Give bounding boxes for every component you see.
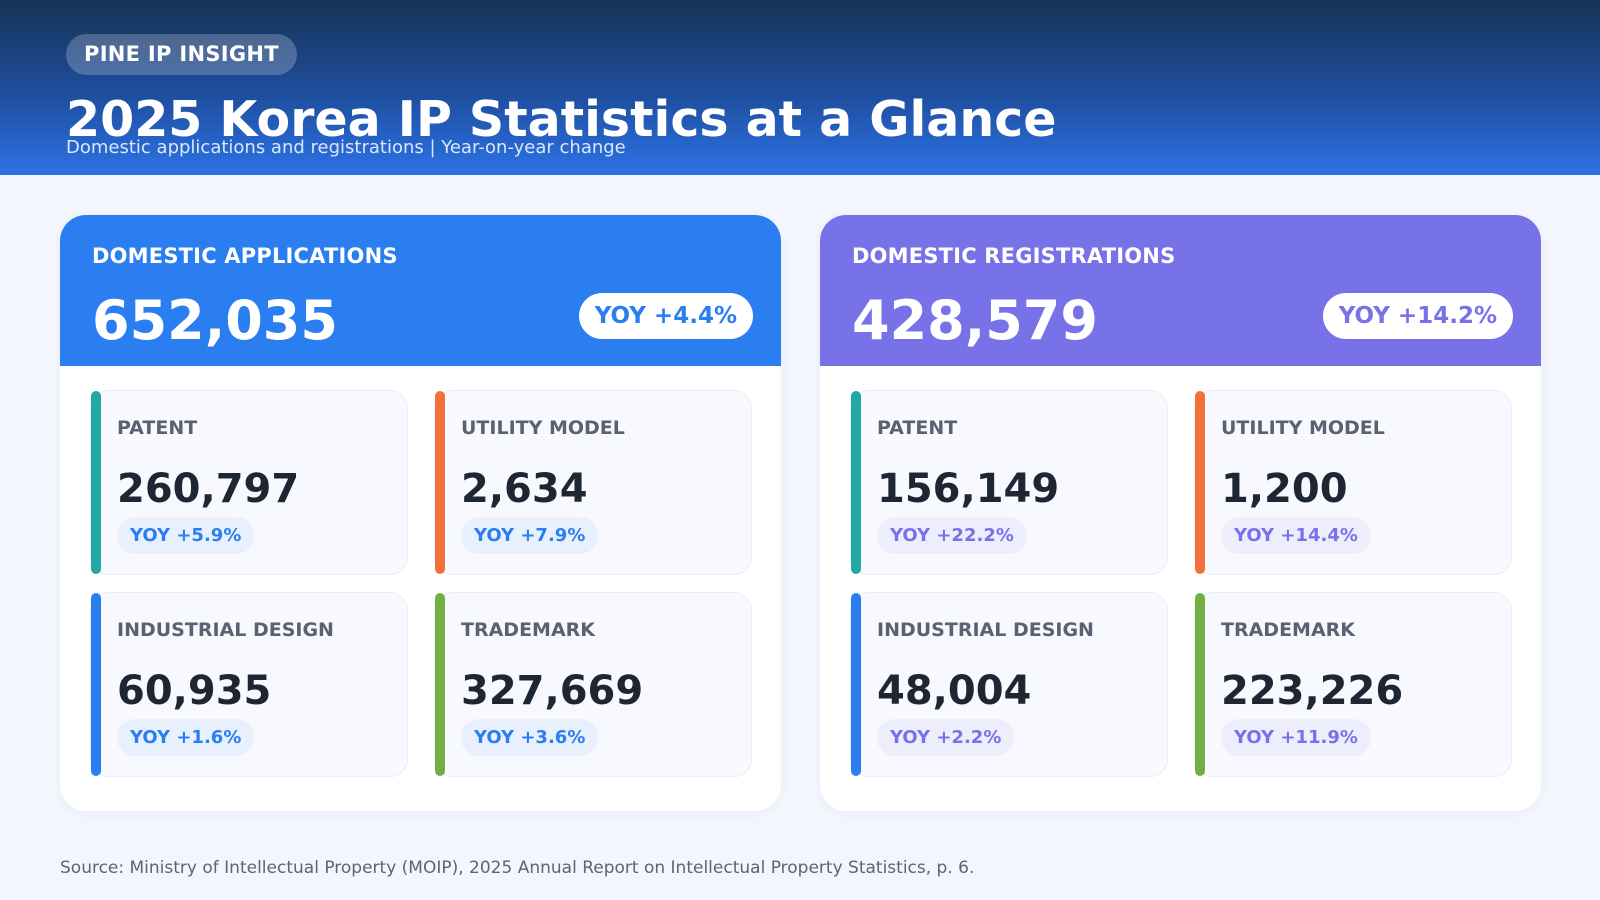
- registrations-yoy-badge: YOY +14.2%: [1322, 293, 1513, 339]
- registrations-utility-card: UTILITY MODEL 1,200 YOY +14.4%: [1194, 390, 1512, 575]
- applications-design-card: INDUSTRIAL DESIGN 60,935 YOY +1.6%: [90, 592, 408, 777]
- page-title: 2025 Korea IP Statistics at a Glance: [66, 91, 1057, 148]
- registrations-total: 428,579: [852, 289, 1098, 352]
- registrations-trademark-card: TRADEMARK 223,226 YOY +11.9%: [1194, 592, 1512, 777]
- design-color-bar: [91, 593, 101, 776]
- card-value: 48,004: [877, 668, 1032, 714]
- card-value: 2,634: [461, 466, 588, 512]
- card-yoy-chip: YOY +7.9%: [461, 517, 599, 554]
- card-label: TRADEMARK: [461, 619, 596, 641]
- source-note: Source: Ministry of Intellectual Propert…: [60, 858, 975, 878]
- card-yoy-chip: YOY +3.6%: [461, 719, 599, 756]
- card-label: PATENT: [117, 417, 198, 439]
- registrations-label: DOMESTIC REGISTRATIONS: [852, 244, 1176, 268]
- card-value: 1,200: [1221, 466, 1348, 512]
- applications-patent-card: PATENT 260,797 YOY +5.9%: [90, 390, 408, 575]
- brand-badge: PINE IP INSIGHT: [66, 34, 297, 75]
- card-value: 260,797: [117, 466, 300, 512]
- card-value: 223,226: [1221, 668, 1404, 714]
- design-color-bar: [851, 593, 861, 776]
- applications-panel: DOMESTIC APPLICATIONS 652,035 YOY +4.4% …: [60, 215, 781, 811]
- card-yoy-chip: YOY +11.9%: [1221, 719, 1371, 756]
- utility-color-bar: [1195, 391, 1205, 574]
- applications-yoy-badge: YOY +4.4%: [578, 293, 753, 339]
- card-yoy-chip: YOY +5.9%: [117, 517, 255, 554]
- registrations-design-card: INDUSTRIAL DESIGN 48,004 YOY +2.2%: [850, 592, 1168, 777]
- applications-total: 652,035: [92, 289, 338, 352]
- applications-panel-header: DOMESTIC APPLICATIONS 652,035 YOY +4.4%: [60, 215, 781, 366]
- card-value: 327,669: [461, 668, 644, 714]
- card-label: UTILITY MODEL: [1221, 417, 1385, 439]
- trademark-color-bar: [1195, 593, 1205, 776]
- card-value: 156,149: [877, 466, 1060, 512]
- card-label: UTILITY MODEL: [461, 417, 625, 439]
- card-label: TRADEMARK: [1221, 619, 1356, 641]
- registrations-panel-header: DOMESTIC REGISTRATIONS 428,579 YOY +14.2…: [820, 215, 1541, 366]
- header-banner: PINE IP INSIGHT 2025 Korea IP Statistics…: [0, 0, 1600, 175]
- patent-color-bar: [851, 391, 861, 574]
- applications-label: DOMESTIC APPLICATIONS: [92, 244, 398, 268]
- card-yoy-chip: YOY +22.2%: [877, 517, 1027, 554]
- card-yoy-chip: YOY +2.2%: [877, 719, 1015, 756]
- registrations-panel: DOMESTIC REGISTRATIONS 428,579 YOY +14.2…: [820, 215, 1541, 811]
- card-label: INDUSTRIAL DESIGN: [117, 619, 334, 641]
- card-value: 60,935: [117, 668, 272, 714]
- card-yoy-chip: YOY +1.6%: [117, 719, 255, 756]
- trademark-color-bar: [435, 593, 445, 776]
- utility-color-bar: [435, 391, 445, 574]
- card-yoy-chip: YOY +14.4%: [1221, 517, 1371, 554]
- page-subtitle: Domestic applications and registrations …: [66, 137, 626, 158]
- applications-trademark-card: TRADEMARK 327,669 YOY +3.6%: [434, 592, 752, 777]
- registrations-patent-card: PATENT 156,149 YOY +22.2%: [850, 390, 1168, 575]
- applications-utility-card: UTILITY MODEL 2,634 YOY +7.9%: [434, 390, 752, 575]
- card-label: INDUSTRIAL DESIGN: [877, 619, 1094, 641]
- card-label: PATENT: [877, 417, 958, 439]
- patent-color-bar: [91, 391, 101, 574]
